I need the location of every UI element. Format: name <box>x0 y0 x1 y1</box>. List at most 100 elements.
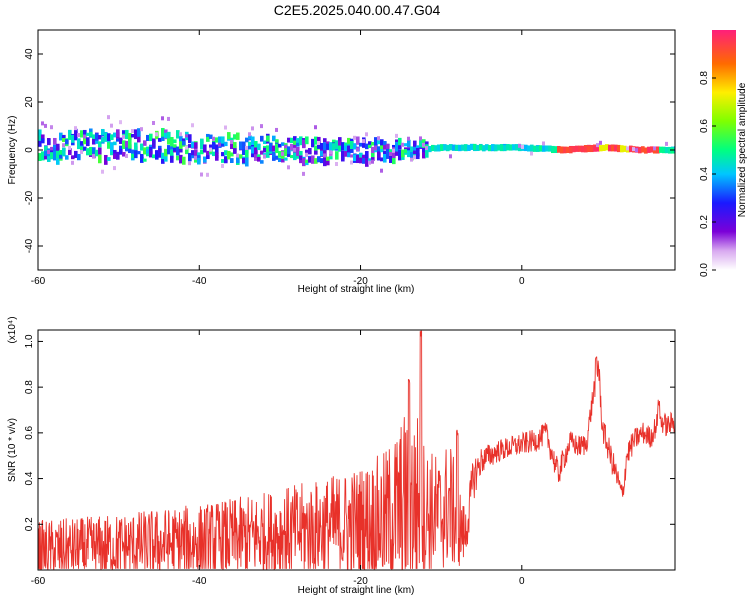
heatmap-cell <box>212 141 216 150</box>
heatmap-cell <box>227 150 231 160</box>
heatmap-cell <box>182 156 186 165</box>
heatmap-halo <box>281 151 284 156</box>
heatmap-cell <box>383 150 387 155</box>
heatmap-cell <box>257 143 261 149</box>
heatmap-cell <box>41 151 45 161</box>
heatmap-cell <box>563 147 567 154</box>
heatmap-cell <box>437 145 441 152</box>
heatmap-cell <box>299 159 303 164</box>
heatmap-cell <box>146 134 150 142</box>
heatmap-halo <box>419 136 422 141</box>
heatmap-cell <box>314 145 318 155</box>
heatmap-cell <box>326 158 330 166</box>
heatmap-cell <box>242 157 246 164</box>
heatmap-cell <box>308 148 312 155</box>
heatmap-halo <box>596 143 599 148</box>
heatmap-cell <box>50 152 54 159</box>
heatmap-cell <box>260 135 264 142</box>
heatmap-cell <box>344 148 348 157</box>
heatmap-cell <box>392 144 396 149</box>
heatmap-halo <box>599 140 602 145</box>
heatmap-cell <box>359 152 363 158</box>
heatmap-cell <box>407 148 411 153</box>
heatmap-cell <box>353 154 357 162</box>
snr-multiplier-label: (x10⁴) <box>7 316 18 343</box>
heatmap-cell <box>206 150 210 160</box>
heatmap-cell <box>77 153 81 161</box>
heatmap-cell <box>398 145 402 150</box>
heatmap-cell <box>224 156 228 164</box>
heatmap-cell <box>281 158 285 163</box>
x-tick-label: -60 <box>31 576 46 587</box>
snr-panel: -60 -40 -20 0 0.2 0.4 0.6 0.8 1.0 Height of str… <box>7 316 676 596</box>
heatmap-cell <box>218 139 222 147</box>
heatmap-cell <box>401 151 405 157</box>
heatmap-halo <box>68 145 71 150</box>
heatmap-halo <box>185 145 188 150</box>
heatmap-cell <box>326 143 330 150</box>
heatmap-cell <box>368 141 372 146</box>
heatmap-cell <box>479 144 483 151</box>
heatmap-cell <box>242 145 246 156</box>
heatmap-cell <box>125 140 129 148</box>
heatmap-cell <box>215 152 219 161</box>
heatmap-cell <box>545 145 549 152</box>
heatmap-cell <box>371 141 375 146</box>
heatmap-cell <box>74 150 78 158</box>
heatmap-halo <box>92 154 95 159</box>
heatmap-halo <box>44 123 47 128</box>
heatmap-cell <box>236 132 240 140</box>
heatmap-cell <box>188 134 192 144</box>
heatmap-cell <box>311 155 315 164</box>
heatmap-cell <box>533 145 537 152</box>
heatmap-cell <box>53 151 57 161</box>
heatmap-cell <box>476 145 480 152</box>
heatmap-cell <box>245 137 249 143</box>
heatmap-cell <box>329 156 333 160</box>
heatmap-cell <box>278 158 282 163</box>
heatmap-cell <box>410 151 414 158</box>
y-tick-label: 0 <box>24 147 35 153</box>
colorbar-tick-label: 0.4 <box>699 167 710 181</box>
heatmap-cell <box>398 149 402 156</box>
heatmap-cell <box>566 146 570 153</box>
heatmap-cell <box>119 145 123 150</box>
heatmap-cell <box>62 147 66 157</box>
heatmap-cell <box>317 156 321 163</box>
heatmap-cell <box>182 140 186 146</box>
colorbar-label: Normalized spectral amplitude <box>737 82 748 217</box>
heatmap-cell <box>269 142 273 152</box>
heatmap-cell <box>185 134 189 138</box>
heatmap-cell <box>659 146 663 153</box>
heatmap-cell <box>644 147 648 154</box>
heatmap-cell <box>128 138 132 149</box>
heatmap-cell <box>380 157 384 162</box>
heatmap-cell <box>374 137 378 146</box>
heatmap-halo <box>356 147 359 152</box>
heatmap-cell <box>665 147 669 154</box>
heatmap-cell <box>512 144 516 151</box>
heatmap-cell <box>404 143 408 147</box>
heatmap-cell <box>404 151 408 155</box>
heatmap-cell <box>107 157 111 161</box>
heatmap-halo <box>392 148 395 153</box>
heatmap-cell <box>86 132 90 136</box>
colorbar-tick-label: 0.8 <box>699 71 710 85</box>
heatmap-cell <box>347 137 351 147</box>
heatmap-cell <box>146 149 150 154</box>
heatmap-halo <box>212 136 215 141</box>
heatmap-cell <box>89 131 93 137</box>
heatmap-cell <box>461 144 465 151</box>
heatmap-halo <box>302 171 305 176</box>
spectrogram-y-label: Frequency (Hz) <box>7 116 18 185</box>
heatmap-cell <box>455 144 459 151</box>
heatmap-cell <box>215 137 219 143</box>
heatmap-cell <box>86 137 90 147</box>
heatmap-cell <box>377 146 381 152</box>
heatmap-cell <box>110 134 114 140</box>
heatmap-halo <box>329 150 332 155</box>
heatmap-cell <box>518 145 522 152</box>
heatmap-halo <box>518 143 521 148</box>
heatmap-cell <box>344 142 348 147</box>
heatmap-cell <box>254 141 258 151</box>
